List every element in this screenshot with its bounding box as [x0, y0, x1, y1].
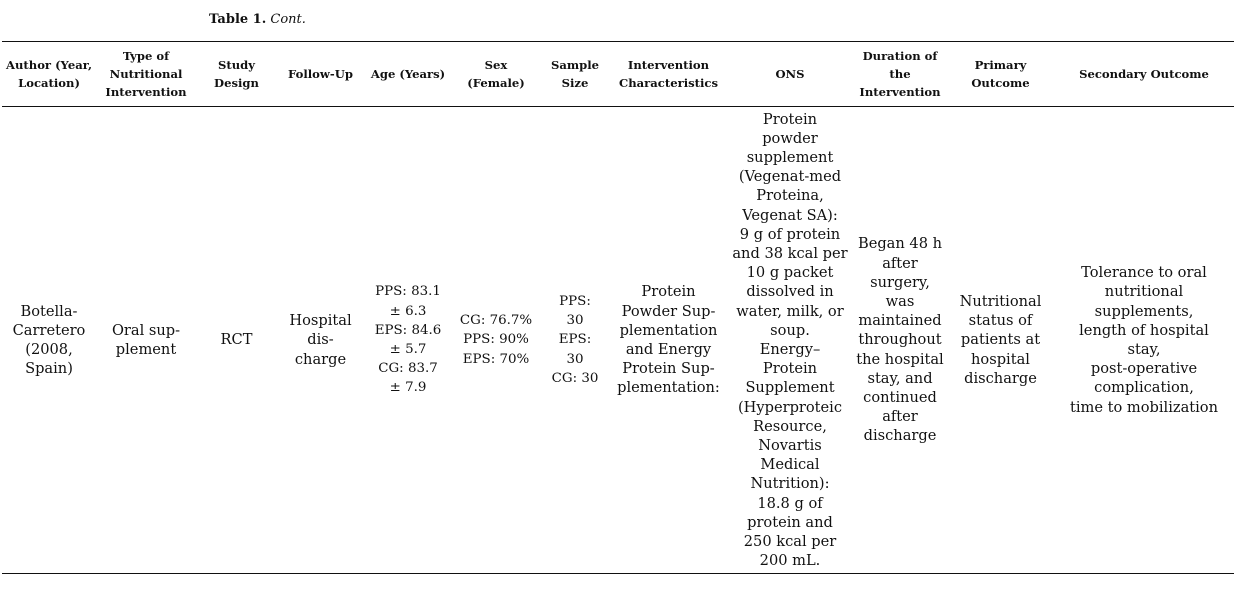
header-secondary-outcome: Secondary Outcome [1054, 41, 1234, 107]
header-intervention-characteristics: Intervention Characteristics [610, 41, 727, 107]
cell-age: PPS: 83.1 ± 6.3 EPS: 84.6 ± 5.7 CG: 83.7… [364, 106, 452, 574]
cell-primary-outcome: Nutritional status of patients at hospit… [947, 106, 1054, 574]
table-caption-label: Table 1. [209, 12, 267, 27]
cell-sex: CG: 76.7% PPS: 90% EPS: 70% [452, 106, 540, 574]
header-age: Age (Years) [364, 41, 452, 107]
cell-study-design: RCT [196, 106, 277, 574]
cell-author: Botella- Carretero (2008, Spain) [2, 106, 96, 574]
cell-intervention-type: Oral sup- plement [96, 106, 196, 574]
cell-duration: Began 48 h after surgery, was maintained… [853, 106, 947, 574]
cell-follow-up: Hospital dis- charge [277, 106, 364, 574]
cell-ons: Protein powder supplement (Vegenat-med P… [727, 106, 853, 574]
table-header-row: Author (Year, Location) Type of Nutritio… [2, 41, 1234, 107]
data-table: Author (Year, Location) Type of Nutritio… [2, 41, 1234, 574]
table-row: Botella- Carretero (2008, Spain) Oral su… [2, 106, 1234, 574]
header-sex: Sex (Female) [452, 41, 540, 107]
header-sample-size: Sample Size [540, 41, 610, 107]
header-duration: Duration of the Intervention [853, 41, 947, 107]
cell-sample-size: PPS: 30 EPS: 30 CG: 30 [540, 106, 610, 574]
header-study-design: Study Design [196, 41, 277, 107]
cell-intervention-characteristics: Protein Powder Sup- plementation and Ene… [610, 106, 727, 574]
header-ons: ONS [727, 41, 853, 107]
table-caption: Table 1. Cont. [209, 11, 306, 29]
header-primary-outcome: Primary Outcome [947, 41, 1054, 107]
table-caption-cont: Cont. [270, 12, 306, 27]
header-intervention-type: Type of Nutritional Intervention [96, 41, 196, 107]
header-follow-up: Follow-Up [277, 41, 364, 107]
cell-secondary-outcome: Tolerance to oral nutritional supplement… [1054, 106, 1234, 574]
header-author: Author (Year, Location) [2, 41, 96, 107]
